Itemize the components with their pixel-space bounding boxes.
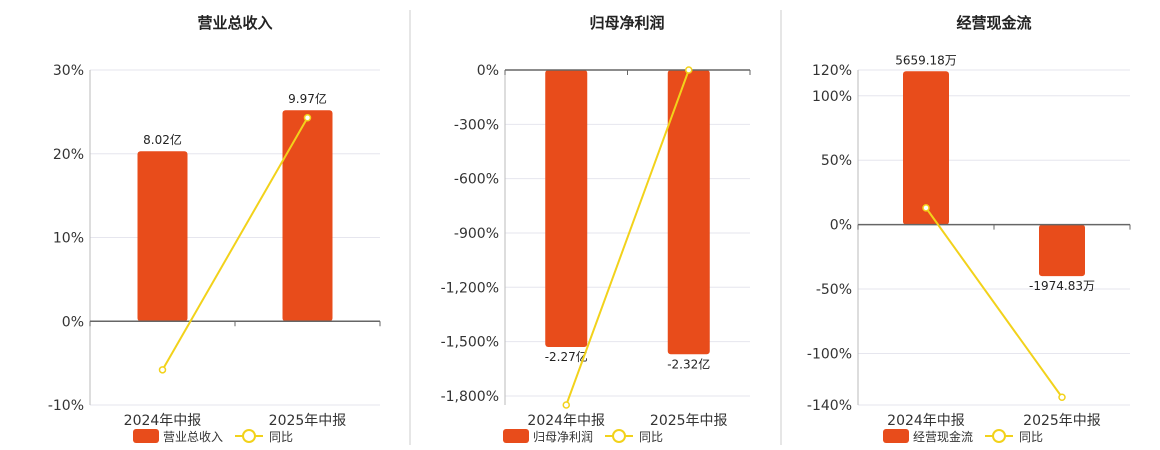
- bar: [667, 70, 710, 355]
- legend-swatch-point: [242, 429, 256, 443]
- x-tick-label: 2025年中报: [650, 413, 728, 429]
- y-tick-label: -600%: [454, 172, 499, 188]
- y-tick-label: 0%: [62, 314, 84, 330]
- bar: [903, 71, 949, 225]
- chart-panel-1: 营业总收入 30% 20% 10% 0% -10% 8.02亿 9.97亿 2024年中报 202…: [48, 14, 381, 444]
- chart-title: 归母净利润: [589, 14, 664, 32]
- bar: [545, 70, 588, 348]
- legend-swatch-bar: [503, 429, 529, 443]
- data-label: 5659.18万: [895, 53, 957, 67]
- y-tick-label: -300%: [454, 117, 499, 133]
- y-tick-label: 0%: [830, 218, 852, 234]
- y-tick-label: -900%: [454, 226, 499, 242]
- y-tick-label: 0%: [477, 63, 499, 79]
- series-point: [562, 401, 570, 409]
- legend-swatch-bar: [883, 429, 909, 443]
- data-label: 8.02亿: [143, 132, 182, 147]
- y-tick-label: 100%: [812, 89, 852, 105]
- y-tick-label: -1,200%: [441, 280, 499, 296]
- legend-label: 同比: [269, 430, 293, 444]
- legend-label: 同比: [639, 430, 663, 444]
- series-point: [685, 66, 693, 74]
- y-tick-label: -1,800%: [441, 389, 499, 405]
- legend-label: 经营现金流: [913, 429, 973, 444]
- legend-label: 同比: [1019, 430, 1043, 444]
- y-tick-label: 50%: [821, 153, 852, 169]
- x-tick-label: 2025年中报: [269, 413, 347, 429]
- legend-swatch-bar: [133, 429, 159, 443]
- y-tick-label: -1,500%: [441, 335, 499, 351]
- legend-label: 营业总收入: [163, 430, 223, 444]
- chart-title: 经营现金流: [956, 14, 1031, 32]
- data-label: -2.27亿: [545, 349, 588, 364]
- data-label: -1974.83万: [1029, 279, 1095, 293]
- series-point: [1058, 393, 1066, 402]
- x-tick-label: 2024年中报: [887, 413, 965, 429]
- chart-title: 营业总收入: [197, 14, 272, 32]
- bar: [1039, 224, 1085, 277]
- y-tick-label: -10%: [48, 398, 84, 414]
- y-tick-label: 20%: [53, 147, 84, 163]
- y-tick-label: 30%: [53, 63, 84, 79]
- bar: [282, 110, 333, 322]
- bar: [137, 151, 188, 322]
- chart-panel-2: 归母净利润 0% -300% -600% -900% -1,200% -1,500% -1,8…: [441, 14, 751, 444]
- y-tick-label: -50%: [816, 282, 852, 298]
- legend-swatch-point: [992, 429, 1006, 443]
- legend-swatch-point: [612, 429, 626, 443]
- legend-label: 归母净利润: [533, 430, 593, 444]
- x-tick-label: 2024年中报: [124, 413, 202, 429]
- series-line: [925, 207, 1063, 398]
- data-label: 9.97亿: [288, 91, 327, 106]
- chart-panel-3: 经营现金流 120% 100% 50% 0% -50% -100% -140% 5659.18万…: [807, 14, 1131, 444]
- y-tick-label: 120%: [812, 63, 852, 79]
- series-point: [158, 366, 167, 374]
- x-tick-label: 2024年中报: [527, 413, 605, 429]
- series-line: [161, 117, 309, 371]
- series-point: [922, 204, 930, 212]
- y-tick-label: -140%: [807, 398, 852, 414]
- x-tick-label: 2025年中报: [1023, 413, 1101, 429]
- data-label: -2.32亿: [667, 356, 710, 371]
- series-line: [565, 69, 690, 406]
- series-point: [303, 113, 312, 122]
- y-tick-label: -100%: [807, 346, 852, 362]
- y-tick-label: 10%: [53, 231, 84, 247]
